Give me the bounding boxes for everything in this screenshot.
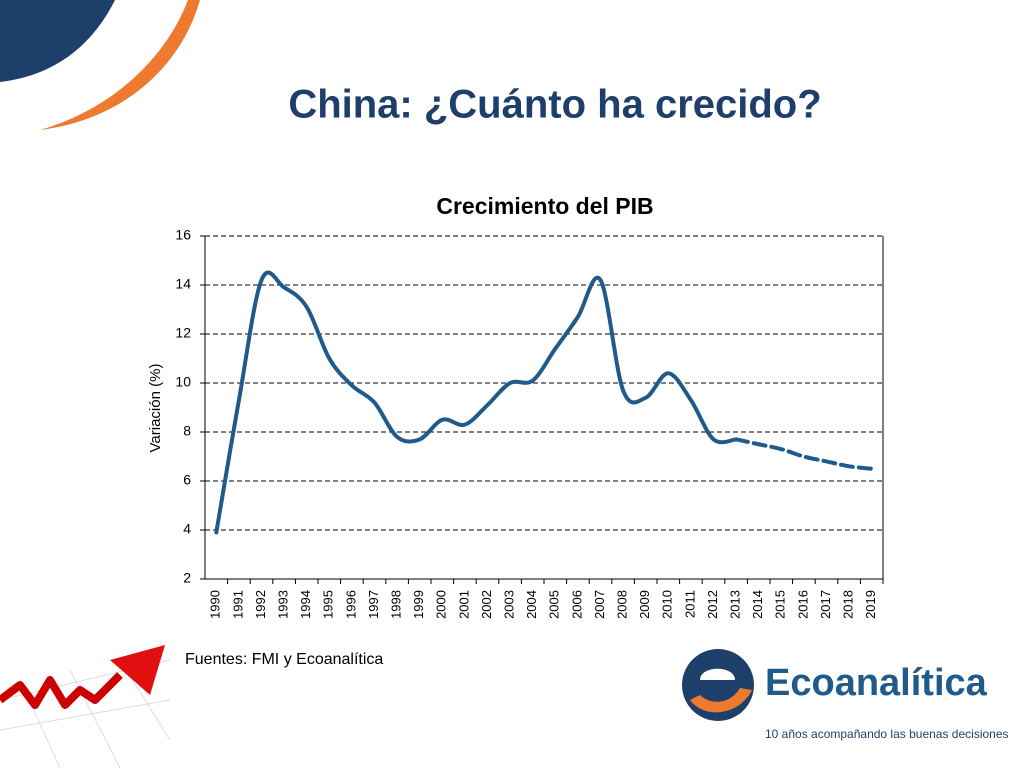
x-tick-label: 2017	[818, 590, 833, 619]
x-tick-label: 1990	[208, 590, 223, 619]
decor-arrow	[0, 645, 171, 768]
x-tick-label: 2019	[863, 590, 878, 619]
x-tick-label: 1995	[321, 590, 336, 619]
x-tick-label: 2005	[547, 590, 562, 619]
x-tick-label: 1993	[276, 590, 291, 619]
y-tick-label: 16	[175, 227, 191, 243]
x-tick-label: 1997	[366, 590, 381, 619]
line-series	[734, 437, 874, 471]
x-tick-label: 1996	[343, 590, 358, 619]
x-tick-label: 2002	[479, 590, 494, 619]
chart-title: Crecimiento del PIB	[436, 193, 653, 219]
slide-title: China: ¿Cuánto ha crecido?	[288, 83, 821, 127]
source-note: Fuentes: FMI y Ecoanalítica	[185, 651, 383, 668]
y-tick-label: 10	[175, 374, 191, 390]
corner-shape	[0, 0, 115, 82]
y-tick-label: 14	[175, 276, 191, 292]
y-tick-label: 4	[183, 521, 191, 537]
x-tick-label: 2013	[728, 590, 743, 619]
x-tick-label: 2016	[795, 590, 810, 619]
y-tick-label: 12	[175, 325, 191, 341]
x-tick-label: 1991	[230, 590, 245, 619]
logo-text: Ecoanalítica	[765, 662, 988, 704]
y-tick-label: 2	[183, 570, 191, 586]
y-tick-label: 8	[183, 423, 191, 439]
x-tick-label: 2008	[615, 590, 630, 619]
x-tick-label: 2011	[682, 590, 697, 618]
x-tick-label: 2001	[456, 590, 471, 619]
x-tick-label: 1998	[389, 590, 404, 619]
x-tick-label: 2009	[637, 590, 652, 619]
x-tick-label: 2003	[502, 590, 517, 619]
x-tick-label: 1992	[253, 590, 268, 619]
x-tick-label: 2004	[524, 590, 539, 619]
x-tick-label: 2015	[773, 590, 788, 619]
x-tick-label: 2018	[841, 590, 856, 619]
y-tick-label: 6	[183, 472, 191, 488]
x-tick-label: 2014	[750, 590, 765, 619]
x-tick-label: 2010	[660, 590, 675, 619]
x-tick-label: 2012	[705, 590, 720, 619]
x-tick-label: 2006	[569, 590, 584, 619]
logo	[682, 649, 754, 721]
line-series	[214, 270, 739, 535]
x-tick-label: 2007	[592, 590, 607, 619]
x-tick-label: 2000	[434, 590, 449, 619]
x-tick-label: 1999	[411, 590, 426, 619]
y-axis-label: Variación (%)	[147, 364, 164, 453]
x-tick-label: 1994	[298, 590, 313, 619]
corner-swoosh	[40, 0, 200, 130]
tagline: 10 años acompañando las buenas decisione…	[765, 727, 1009, 741]
